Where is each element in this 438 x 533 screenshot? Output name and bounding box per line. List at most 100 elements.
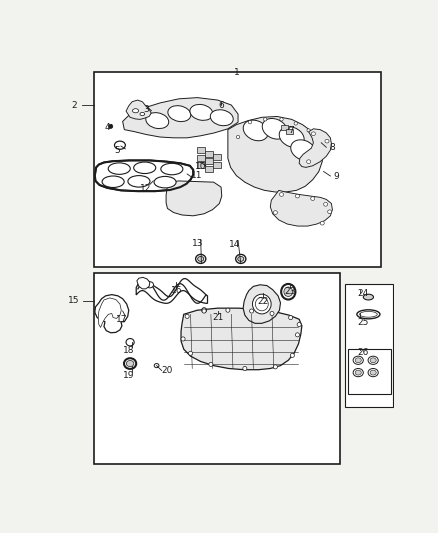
Polygon shape: [123, 98, 238, 138]
Ellipse shape: [311, 197, 315, 200]
Ellipse shape: [126, 338, 134, 346]
Ellipse shape: [248, 120, 251, 124]
Ellipse shape: [196, 254, 206, 263]
Ellipse shape: [102, 176, 124, 188]
Polygon shape: [166, 181, 222, 216]
Ellipse shape: [132, 109, 138, 113]
Ellipse shape: [209, 362, 213, 366]
Ellipse shape: [357, 310, 380, 319]
Ellipse shape: [294, 122, 297, 125]
FancyBboxPatch shape: [345, 284, 392, 407]
Polygon shape: [98, 298, 121, 327]
Ellipse shape: [243, 366, 247, 370]
Ellipse shape: [353, 368, 363, 377]
Ellipse shape: [370, 358, 376, 363]
Bar: [286, 129, 293, 134]
Ellipse shape: [108, 163, 130, 174]
Polygon shape: [228, 117, 323, 192]
Ellipse shape: [355, 358, 361, 363]
Ellipse shape: [325, 139, 329, 143]
Ellipse shape: [270, 311, 274, 316]
Text: 2: 2: [71, 101, 77, 109]
Ellipse shape: [255, 297, 268, 311]
Ellipse shape: [315, 140, 318, 143]
Ellipse shape: [284, 287, 293, 296]
Polygon shape: [126, 100, 151, 119]
Ellipse shape: [202, 309, 206, 313]
Ellipse shape: [127, 360, 134, 367]
Text: 12: 12: [140, 184, 152, 193]
Ellipse shape: [368, 368, 378, 377]
Ellipse shape: [273, 365, 277, 369]
Ellipse shape: [237, 135, 240, 139]
Ellipse shape: [236, 254, 246, 263]
Bar: [281, 125, 288, 131]
Text: 16: 16: [170, 286, 182, 295]
Ellipse shape: [279, 127, 304, 147]
Polygon shape: [299, 129, 332, 167]
Text: 4: 4: [105, 124, 110, 133]
Text: 6: 6: [218, 101, 224, 110]
Ellipse shape: [202, 308, 206, 313]
Text: 15: 15: [68, 296, 79, 305]
Text: 25: 25: [357, 318, 369, 327]
Ellipse shape: [210, 110, 233, 126]
Text: 20: 20: [162, 366, 173, 375]
Ellipse shape: [279, 192, 283, 196]
Text: 22: 22: [258, 297, 269, 306]
Ellipse shape: [295, 194, 300, 198]
Ellipse shape: [238, 256, 244, 261]
Text: 18: 18: [123, 346, 134, 356]
Text: 26: 26: [357, 348, 369, 357]
Ellipse shape: [280, 118, 283, 121]
Ellipse shape: [262, 118, 287, 139]
Text: 17: 17: [116, 315, 128, 324]
Text: 7: 7: [288, 126, 293, 134]
Ellipse shape: [198, 256, 204, 261]
Ellipse shape: [295, 333, 300, 337]
Ellipse shape: [281, 284, 295, 300]
Text: 9: 9: [333, 172, 339, 181]
Ellipse shape: [226, 308, 230, 312]
Text: 13: 13: [191, 239, 203, 248]
Ellipse shape: [307, 160, 311, 164]
Ellipse shape: [291, 140, 316, 160]
Ellipse shape: [124, 358, 136, 369]
Bar: [213, 161, 221, 168]
Ellipse shape: [128, 175, 150, 187]
Ellipse shape: [134, 162, 156, 174]
Ellipse shape: [154, 364, 159, 368]
Text: 11: 11: [191, 171, 202, 180]
Ellipse shape: [289, 316, 293, 320]
Bar: [205, 158, 213, 164]
Ellipse shape: [252, 294, 271, 314]
Bar: [213, 154, 221, 160]
FancyBboxPatch shape: [94, 72, 381, 267]
Ellipse shape: [311, 132, 315, 135]
Ellipse shape: [114, 141, 125, 149]
Ellipse shape: [355, 370, 361, 375]
Ellipse shape: [307, 129, 311, 132]
Ellipse shape: [273, 211, 277, 214]
Ellipse shape: [320, 221, 324, 225]
FancyBboxPatch shape: [94, 273, 340, 464]
Ellipse shape: [370, 370, 376, 375]
Ellipse shape: [264, 118, 267, 121]
Text: 8: 8: [329, 143, 335, 152]
Ellipse shape: [146, 281, 154, 288]
Bar: [205, 166, 213, 172]
Text: 1: 1: [233, 68, 239, 77]
Text: 3: 3: [144, 105, 149, 114]
Bar: [205, 150, 213, 157]
Ellipse shape: [161, 163, 183, 175]
Ellipse shape: [297, 322, 301, 327]
FancyBboxPatch shape: [348, 349, 391, 394]
Ellipse shape: [185, 314, 189, 318]
Ellipse shape: [363, 294, 374, 300]
Text: 24: 24: [357, 289, 369, 298]
Text: 14: 14: [229, 240, 240, 248]
Text: 21: 21: [213, 313, 224, 322]
Ellipse shape: [243, 120, 268, 141]
Ellipse shape: [168, 106, 191, 122]
Ellipse shape: [140, 112, 145, 116]
